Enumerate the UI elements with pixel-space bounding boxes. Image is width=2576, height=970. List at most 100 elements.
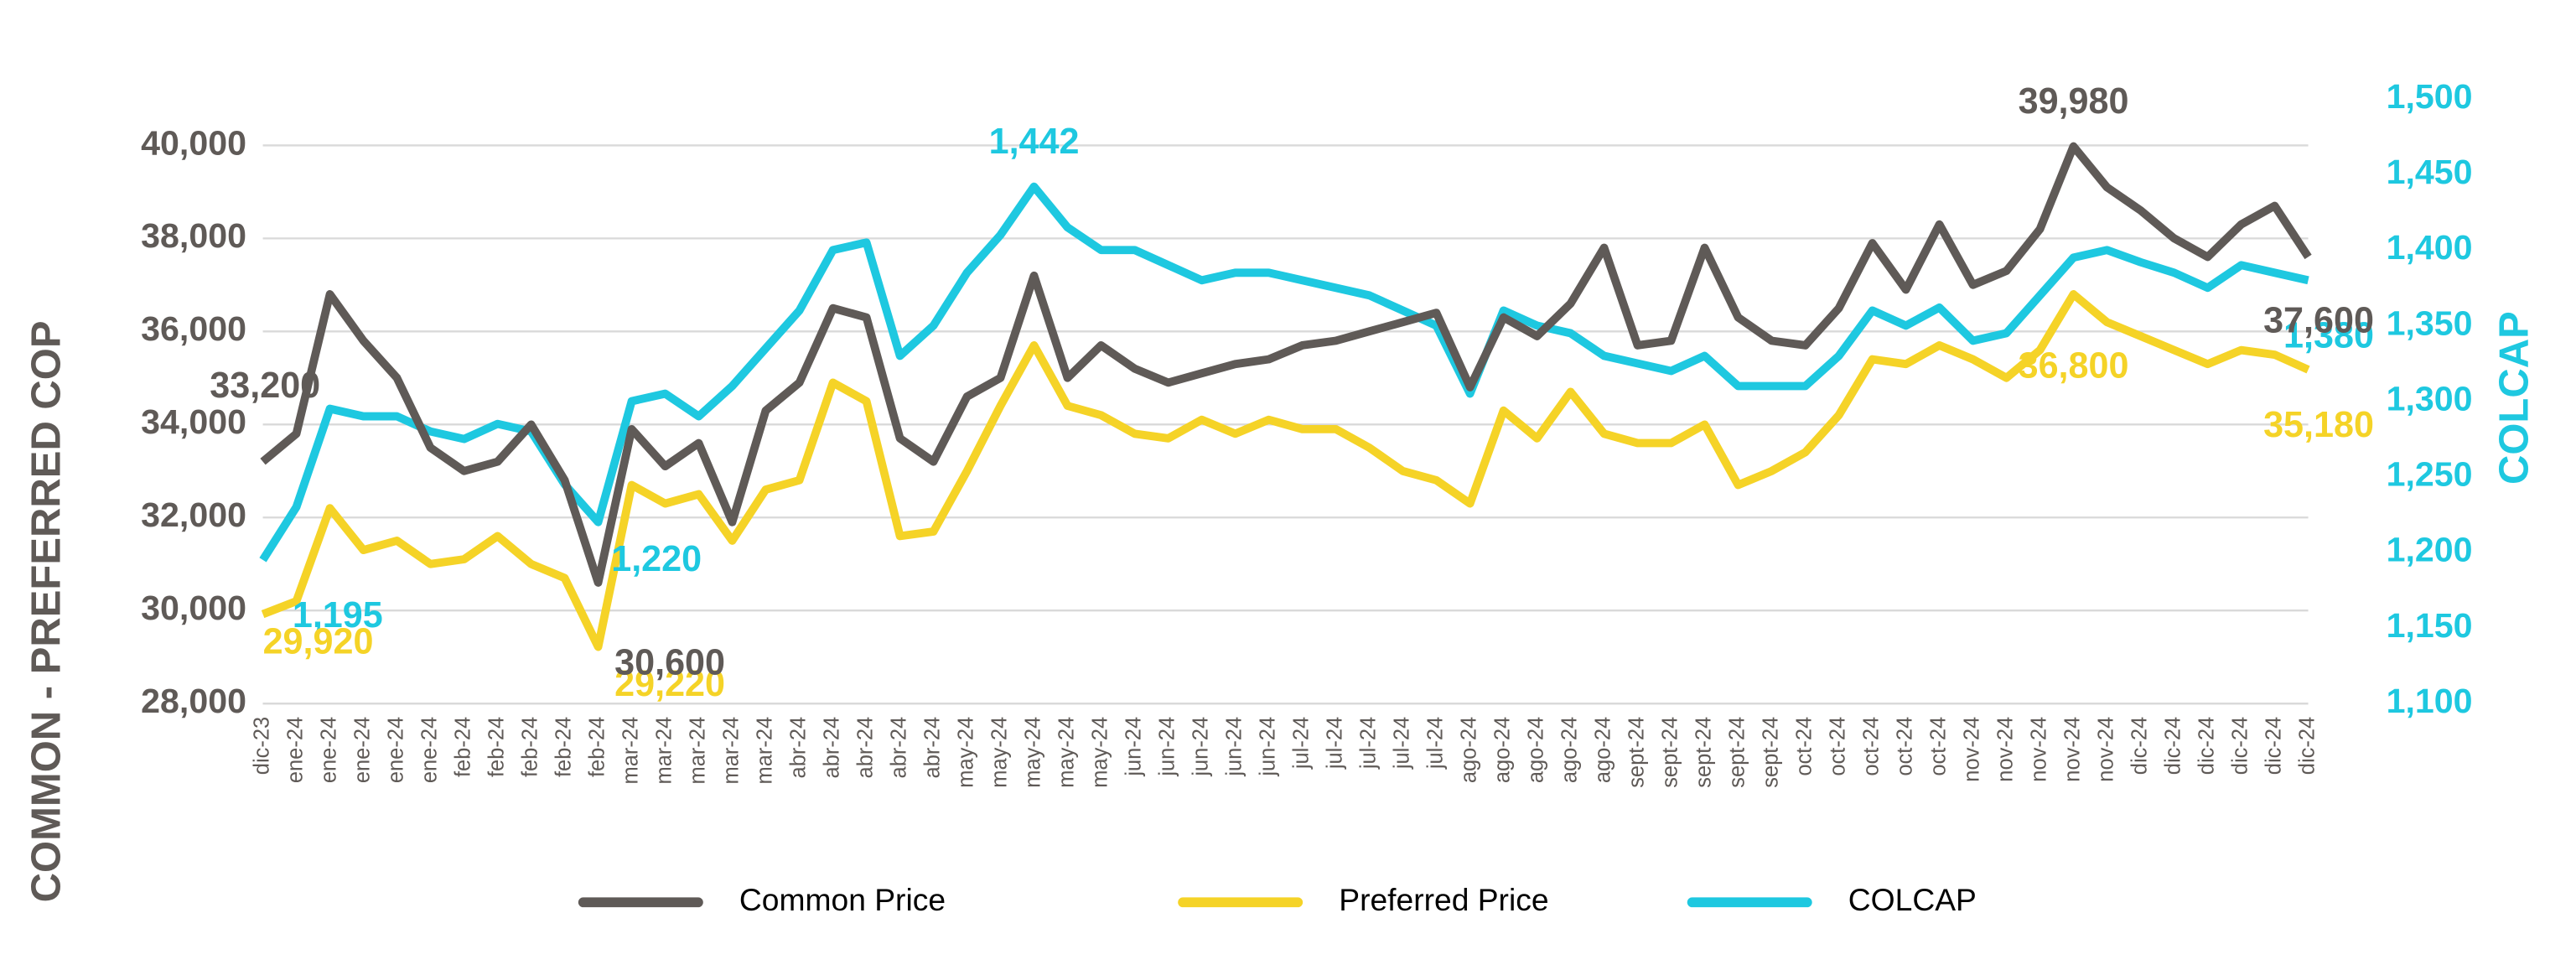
x-tick-label: sept-24: [1692, 717, 1715, 788]
x-tick-label: jul-24: [1323, 717, 1346, 770]
x-tick-label: sept-24: [1625, 717, 1648, 788]
data-label: 30,600: [614, 642, 725, 682]
data-label: 1,195: [293, 595, 383, 635]
x-tick-label: oct-24: [1859, 717, 1883, 776]
x-tick-label: oct-24: [1792, 717, 1816, 776]
x-tick-label: oct-24: [1893, 717, 1916, 776]
legend-label: Preferred Price: [1339, 882, 1548, 917]
y2-tick-label: 1,400: [2387, 228, 2473, 267]
x-tick-label: feb-24: [485, 717, 508, 777]
y2-tick-label: 1,350: [2387, 303, 2473, 342]
x-tick-label: ene-24: [350, 717, 374, 783]
x-tick-label: jul-24: [1423, 717, 1447, 770]
y2-tick-label: 1,500: [2387, 77, 2473, 116]
data-label: 36,800: [2019, 346, 2129, 386]
y2-tick-label: 1,300: [2387, 379, 2473, 418]
y-tick-label: 34,000: [141, 402, 246, 441]
x-tick-label: mar-24: [652, 717, 676, 785]
x-tick-label: jul-24: [1390, 717, 1413, 770]
series-line: [259, 182, 2309, 563]
x-tick-label: ago-24: [1524, 717, 1547, 783]
x-tick-label: nov-24: [1960, 717, 1983, 782]
x-tick-label: ago-24: [1591, 717, 1615, 783]
x-tick-label: ago-24: [1558, 717, 1581, 783]
x-tick-label: mar-24: [719, 717, 743, 785]
x-tick-label: may-24: [987, 717, 1011, 788]
x-tick-label: jun-24: [1122, 717, 1145, 777]
x-tick-label: feb-24: [552, 717, 575, 777]
x-tick-label: feb-24: [518, 717, 542, 777]
x-tick-label: dic-24: [2195, 717, 2218, 775]
x-tick-label: abr-24: [887, 717, 910, 779]
x-tick-label: jun-24: [1189, 717, 1212, 777]
x-tick-label: dic-24: [2295, 717, 2319, 775]
data-label: 33,200: [210, 366, 320, 406]
data-label: 1,442: [989, 122, 1080, 162]
x-tick-label: dic-23: [250, 717, 273, 775]
x-tick-label: ene-24: [417, 717, 441, 783]
x-tick-label: jun-24: [1222, 717, 1246, 777]
x-tick-label: oct-24: [1826, 717, 1849, 776]
x-tick-label: oct-24: [1926, 717, 1950, 776]
x-tick-label: nov-24: [2027, 717, 2050, 782]
x-tick-label: abr-24: [920, 717, 944, 779]
data-label: 35,180: [2263, 405, 2374, 445]
y-tick-label: 36,000: [141, 309, 246, 348]
x-tick-label: ene-24: [384, 717, 407, 783]
series-line: [261, 290, 2310, 651]
y2-tick-label: 1,250: [2387, 455, 2473, 494]
x-tick-label: abr-24: [820, 717, 843, 779]
x-tick-label: may-24: [1088, 717, 1112, 788]
y2-tick-label: 1,200: [2387, 531, 2473, 569]
x-tick-label: may-24: [954, 717, 977, 788]
x-tick-label: nov-24: [2094, 717, 2117, 782]
x-tick-label: sept-24: [1759, 717, 1782, 788]
data-label: 39,980: [2019, 81, 2129, 122]
x-tick-label: jul-24: [1289, 717, 1313, 770]
y2-tick-label: 1,150: [2387, 606, 2473, 645]
x-tick-label: ago-24: [1457, 717, 1480, 783]
x-tick-label: mar-24: [686, 717, 709, 785]
x-tick-label: may-24: [1021, 717, 1044, 788]
x-tick-label: may-24: [1055, 717, 1078, 788]
data-label: 29,220: [614, 664, 725, 704]
data-label: 1,220: [611, 539, 702, 579]
x-tick-label: nov-24: [2060, 717, 2084, 782]
x-tick-label: dic-24: [2262, 717, 2285, 775]
x-tick-label: mar-24: [753, 717, 776, 785]
series-line: [260, 142, 2312, 587]
x-tick-label: dic-24: [2228, 717, 2252, 775]
legend-label: Common Price: [739, 882, 946, 917]
y-tick-label: 32,000: [141, 495, 246, 534]
legend-label: COLCAP: [1848, 882, 1977, 917]
x-tick-label: jun-24: [1155, 717, 1179, 777]
y-tick-label: 38,000: [141, 216, 246, 255]
x-tick-label: dic-24: [2128, 717, 2151, 775]
x-tick-label: dic-24: [2161, 717, 2185, 775]
x-tick-label: abr-24: [786, 717, 810, 779]
y-tick-label: 40,000: [141, 123, 246, 162]
x-tick-label: mar-24: [619, 717, 642, 785]
data-label: 37,600: [2263, 300, 2374, 340]
x-tick-label: ene-24: [317, 717, 340, 783]
x-tick-label: jul-24: [1356, 717, 1380, 770]
y-tick-label: 30,000: [141, 589, 246, 627]
x-tick-label: feb-24: [585, 717, 609, 777]
x-tick-label: jun-24: [1256, 717, 1279, 777]
y2-tick-label: 1,100: [2387, 682, 2473, 720]
x-tick-label: ene-24: [283, 717, 307, 783]
y2-tick-label: 1,450: [2387, 153, 2473, 191]
data-label: 29,920: [263, 621, 374, 661]
x-tick-label: abr-24: [853, 717, 877, 779]
x-tick-label: ago-24: [1490, 717, 1514, 783]
y-axis-title: COMMON - PREFERRED COP: [24, 320, 70, 902]
y2-axis-title: COLCAP: [2491, 311, 2537, 485]
x-tick-label: sept-24: [1725, 717, 1749, 788]
x-tick-label: sept-24: [1658, 717, 1682, 788]
x-tick-label: feb-24: [451, 717, 474, 777]
data-label: 1,380: [2283, 315, 2374, 355]
x-tick-label: nov-24: [1993, 717, 2017, 782]
y-tick-label: 28,000: [141, 682, 246, 720]
